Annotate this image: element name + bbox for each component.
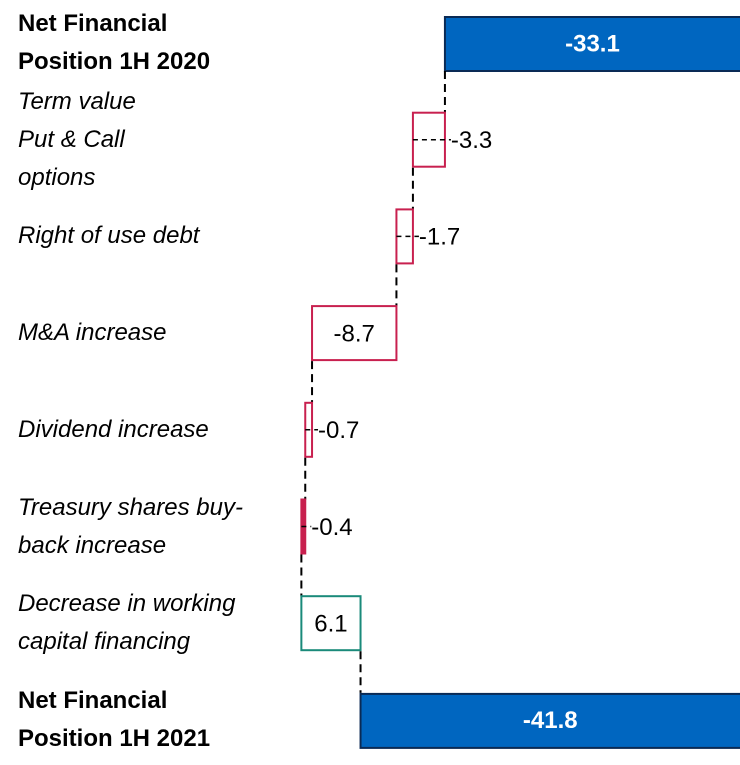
value-label: -1.7 [419, 224, 460, 251]
category-label: Right of use debt [18, 222, 200, 250]
value-label: -33.1 [565, 30, 620, 57]
total-bar [359, 692, 740, 749]
value-label: -3.3 [451, 127, 492, 154]
step-bar [311, 305, 398, 362]
category-label: Dividend increase [18, 415, 209, 443]
category-label: Net Financial Position 1H 2021 [18, 686, 211, 752]
value-label: 6.1 [314, 611, 347, 638]
category-label: Net Financial Position 1H 2020 [18, 10, 211, 75]
total-bar [443, 16, 740, 72]
value-label: -0.4 [311, 514, 352, 541]
value-label: -0.7 [318, 417, 359, 444]
category-label: Treasury shares buy-back increase [18, 493, 243, 559]
value-label: -41.8 [523, 707, 578, 734]
step-bar [411, 111, 446, 168]
value-label: -8.7 [334, 320, 375, 347]
category-label: Term value Put & Call options [18, 87, 136, 191]
category-label: Decrease in working capital financing [18, 590, 236, 656]
category-label: M&A increase [18, 319, 167, 347]
step-bar [300, 595, 362, 652]
